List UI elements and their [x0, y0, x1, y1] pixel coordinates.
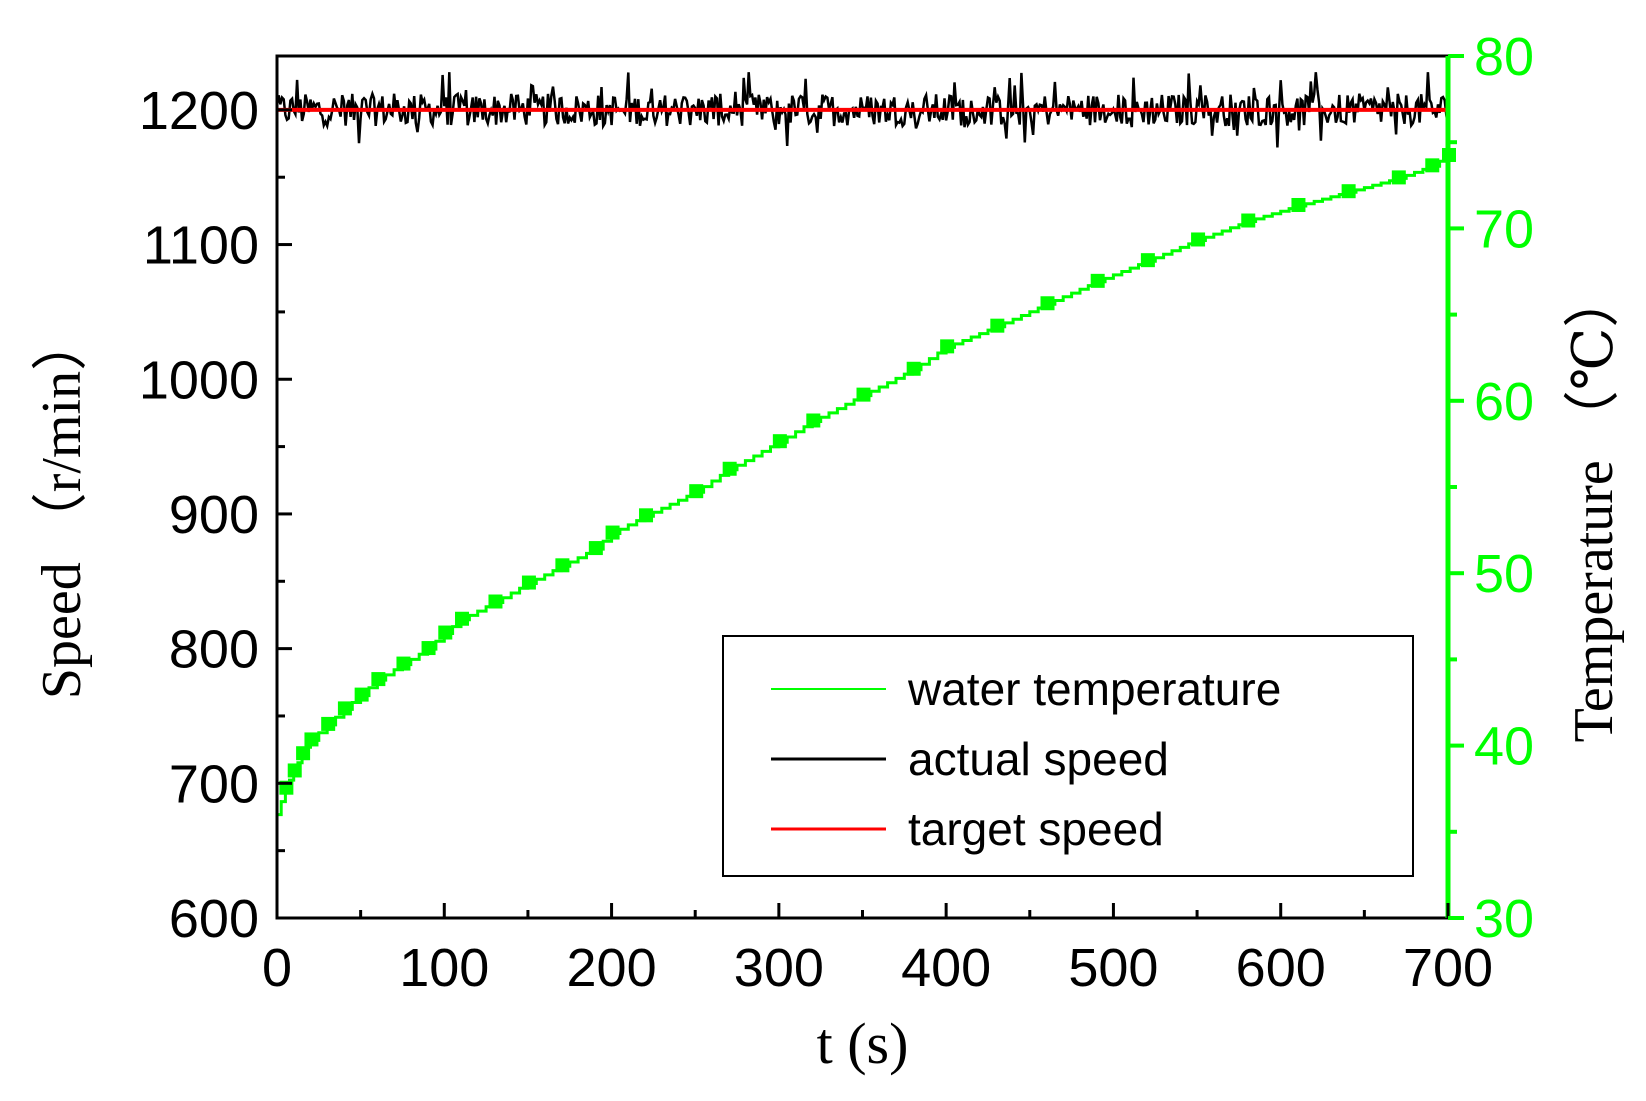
y-left-tick-label-800: 800 [169, 620, 259, 680]
temperature-step-marker [438, 625, 453, 640]
y-right-tick-label-80: 80 [1474, 27, 1534, 87]
temperature-step-marker [1425, 158, 1440, 173]
x-axis-label: t (s) [817, 1011, 909, 1076]
temperature-step-marker [906, 361, 921, 376]
y-right-tick-label-60: 60 [1474, 372, 1534, 432]
temperature-step-marker [588, 541, 603, 556]
x-tick-label-400: 400 [901, 938, 991, 998]
y-left-tick-label-1000: 1000 [139, 350, 259, 410]
temperature-step-marker [1241, 213, 1256, 228]
x-tick-label-200: 200 [567, 938, 657, 998]
temperature-step-marker [1391, 170, 1406, 185]
temperature-step-marker [806, 413, 821, 428]
temperature-step-marker [990, 318, 1005, 333]
x-tick-label-100: 100 [399, 938, 489, 998]
temperature-step-marker [1341, 184, 1356, 199]
y-axis-left-label: Speed （r/min） [31, 315, 93, 699]
temperature-step-marker [772, 434, 787, 449]
y-left-tick-label-900: 900 [169, 485, 259, 545]
temperature-step-marker [488, 594, 503, 609]
y-right-tick-label-50: 50 [1474, 544, 1534, 604]
temperature-step-marker [722, 461, 737, 476]
temperature-step-marker [321, 716, 336, 731]
y-right-tick-label-40: 40 [1474, 717, 1534, 777]
temperature-step-marker [455, 611, 470, 626]
x-tick-label-0: 0 [262, 938, 292, 998]
x-tick-label-700: 700 [1403, 938, 1493, 998]
temperature-step-marker [605, 525, 620, 540]
temperature-step-marker [1090, 273, 1105, 288]
y-left-tick-label-1200: 1200 [139, 81, 259, 141]
legend-label-target-speed: target speed [908, 803, 1164, 855]
temperature-step-marker [555, 558, 570, 573]
legend-box [722, 635, 1414, 877]
temperature-step-marker [689, 484, 704, 499]
y-left-tick-label-600: 600 [169, 889, 259, 949]
axes-layer: 0 100 200 300 400 500 600 700 600 700 800 900 1000 11… [139, 27, 1534, 998]
series-layer [275, 72, 1456, 817]
temperature-step-marker [856, 387, 871, 402]
temperature-step-marker [421, 641, 436, 656]
temperature-step-marker [1140, 253, 1155, 268]
legend: water temperature actual speed target sp… [722, 635, 1414, 877]
temperature-step-marker [304, 732, 319, 747]
y-axis-right-label: Temperature （℃） [1563, 272, 1625, 743]
y-right-tick-label-70: 70 [1474, 199, 1534, 259]
temperature-step-marker [1191, 232, 1206, 247]
temperature-step-marker [287, 763, 302, 778]
temperature-step-marker [337, 701, 352, 716]
temperature-step-marker [1291, 197, 1306, 212]
temperature-step-marker [354, 687, 369, 702]
temperature-step-marker [639, 508, 654, 523]
x-tick-label-300: 300 [734, 938, 824, 998]
temperature-step-marker [396, 656, 411, 671]
x-tick-label-600: 600 [1236, 938, 1326, 998]
legend-label-water-temperature: water temperature [907, 663, 1281, 715]
y-right-tick-label-30: 30 [1474, 889, 1534, 949]
y-left-tick-label-1100: 1100 [143, 216, 259, 276]
temperature-step-marker [521, 575, 536, 590]
temperature-step-marker [296, 746, 311, 761]
x-tick-label-500: 500 [1068, 938, 1158, 998]
temperature-step-marker [1040, 296, 1055, 311]
legend-label-actual-speed: actual speed [908, 733, 1169, 785]
y-left-tick-label-700: 700 [169, 754, 259, 814]
temperature-step-marker [371, 672, 386, 687]
temperature-step-marker [940, 339, 955, 354]
